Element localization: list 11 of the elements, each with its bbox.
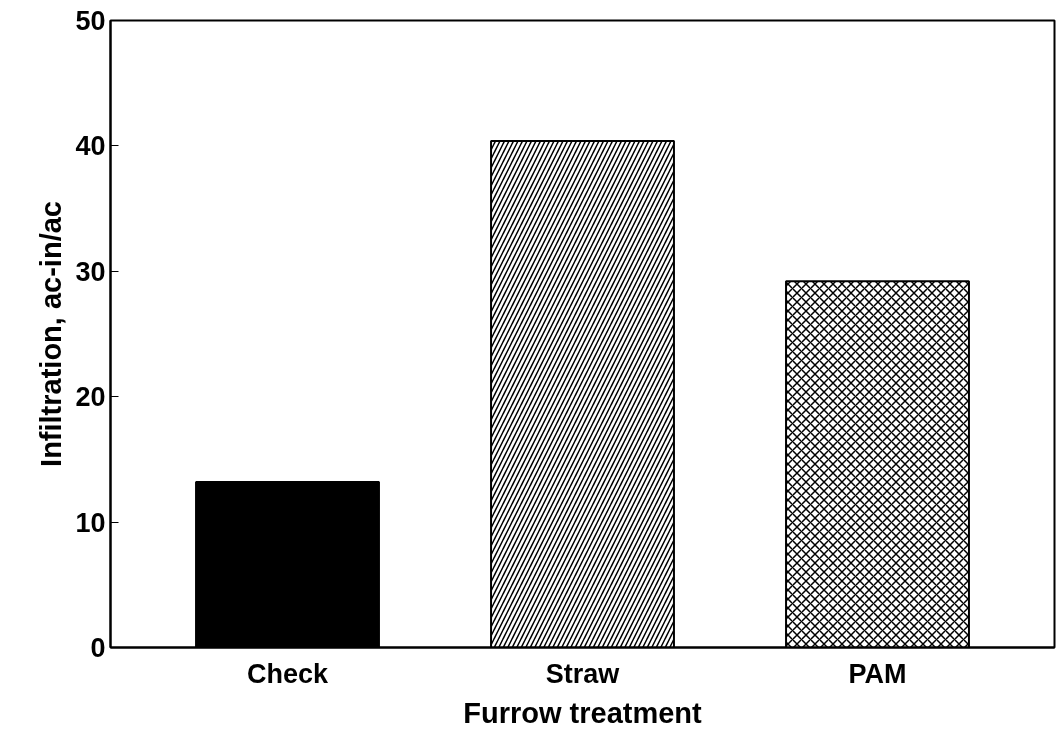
y-tick-label: 40 [75, 131, 106, 162]
y-axis-title: Infiltration, ac-in/ac [35, 201, 68, 467]
y-tick-label: 20 [75, 382, 106, 413]
y-tick-label: 30 [75, 256, 106, 287]
x-axis-title: Furrow treatment [463, 696, 703, 729]
y-tick-label: 50 [75, 6, 106, 36]
x-tick-label: Check [246, 658, 329, 689]
x-tick-label: Straw [545, 658, 621, 689]
y-tick-label: 0 [90, 633, 106, 663]
x-tick-label: PAM [848, 658, 907, 689]
y-tick-label: 10 [75, 507, 106, 538]
